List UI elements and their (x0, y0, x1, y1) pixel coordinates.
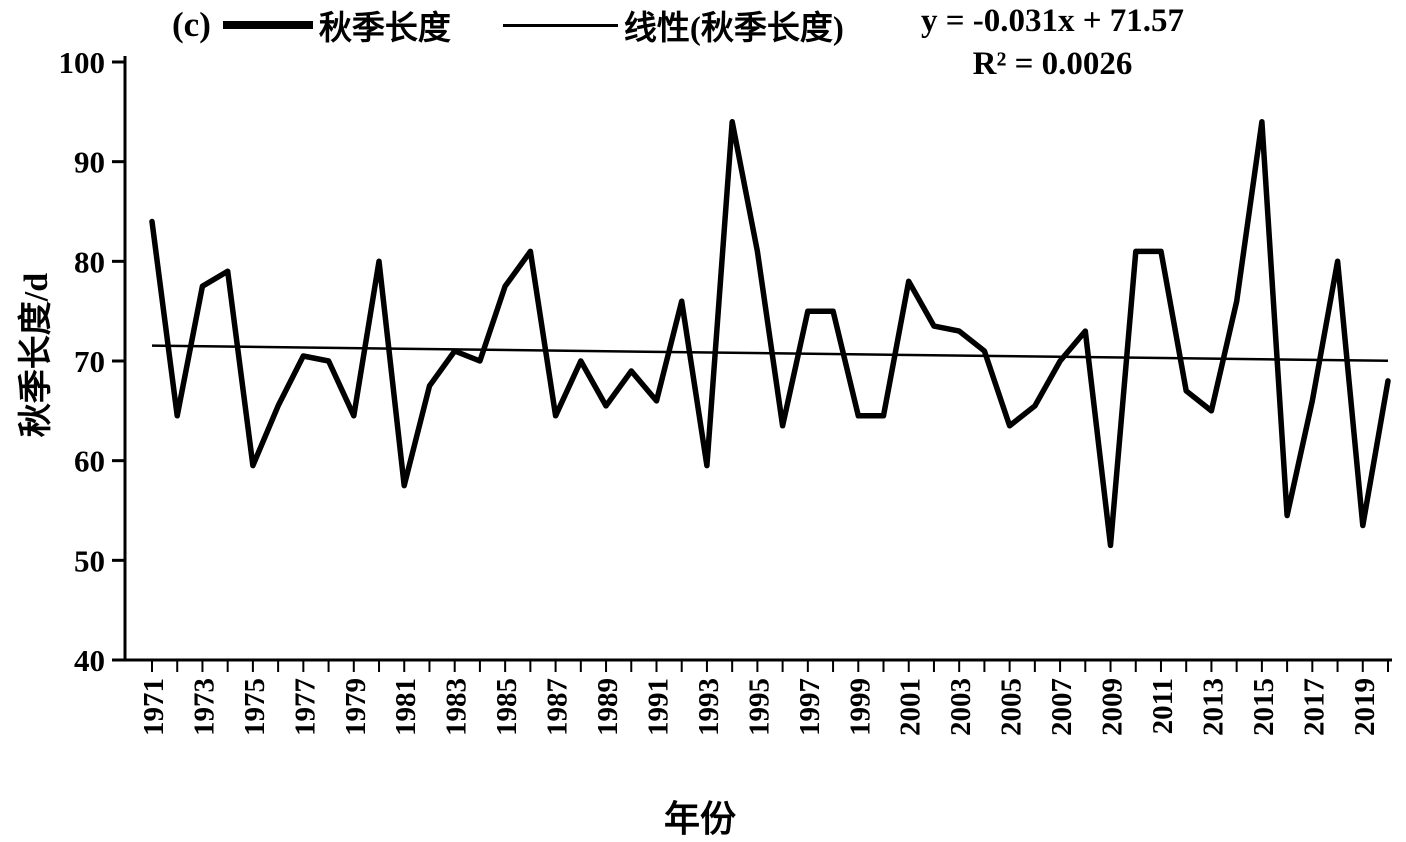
trend-line-swatch (502, 23, 618, 27)
panel-label: (c) (172, 5, 211, 44)
x-tick-label: 1983 (441, 678, 473, 736)
x-tick-label: 1973 (188, 678, 220, 736)
x-tick-label: 1987 (542, 678, 574, 736)
chart-header: (c) 秋季长度 线性(秋季长度) (172, 2, 844, 48)
x-tick-label: 2007 (1046, 678, 1078, 736)
x-tick-label: 1993 (693, 678, 725, 736)
x-tick-label: 2001 (895, 678, 927, 736)
x-tick-label: 2005 (996, 678, 1028, 736)
x-tick-label: 1995 (743, 678, 775, 736)
y-tick-label: 60 (74, 444, 105, 479)
y-axis-title: 秋季长度/d (18, 272, 55, 438)
x-tick-label: 1989 (592, 678, 624, 736)
x-tick-label: 2017 (1298, 678, 1330, 736)
series-line (149, 119, 1391, 549)
series-line-swatch (222, 21, 313, 29)
x-tick-label: 1999 (844, 678, 876, 736)
x-tick-label: 1977 (289, 678, 321, 736)
x-tick-label: 1991 (642, 678, 674, 736)
x-axis-title: 年份 (663, 799, 736, 839)
r-squared-text: R² = 0.0026 (972, 46, 1133, 82)
x-tick-label: 2019 (1349, 678, 1381, 736)
x-tick-label: 2015 (1248, 678, 1280, 736)
x-tick-label: 2013 (1197, 678, 1229, 736)
trend-equation-block: y = -0.031x + 71.57 R² = 0.0026 (880, 0, 1225, 86)
x-tick-label: 2011 (1147, 678, 1179, 734)
x-tick-label: 1971 (138, 678, 170, 736)
y-tick-label: 50 (74, 543, 105, 578)
x-tick-label: 1979 (340, 678, 372, 736)
y-tick-label: 40 (74, 643, 105, 678)
x-tick-label: 1997 (794, 678, 826, 736)
y-tick-label: 100 (59, 45, 106, 80)
legend-item-series: 秋季长度 (211, 1, 451, 49)
equation-text: y = -0.031x + 71.57 (920, 3, 1185, 39)
x-tick-label: 1981 (390, 678, 422, 736)
y-tick-label: 70 (74, 344, 105, 379)
y-tick-label: 90 (74, 145, 105, 180)
legend-trend-label: 线性(秋季长度) (623, 11, 844, 47)
x-tick-label: 2009 (1097, 678, 1129, 736)
y-tick-label: 80 (74, 244, 105, 279)
x-tick-label: 1975 (239, 678, 271, 736)
x-tick-label: 2003 (945, 678, 977, 736)
x-tick-label: 1985 (491, 678, 523, 736)
legend-series-label: 秋季长度 (318, 11, 451, 47)
legend-item-trend: 线性(秋季长度) (451, 1, 844, 49)
